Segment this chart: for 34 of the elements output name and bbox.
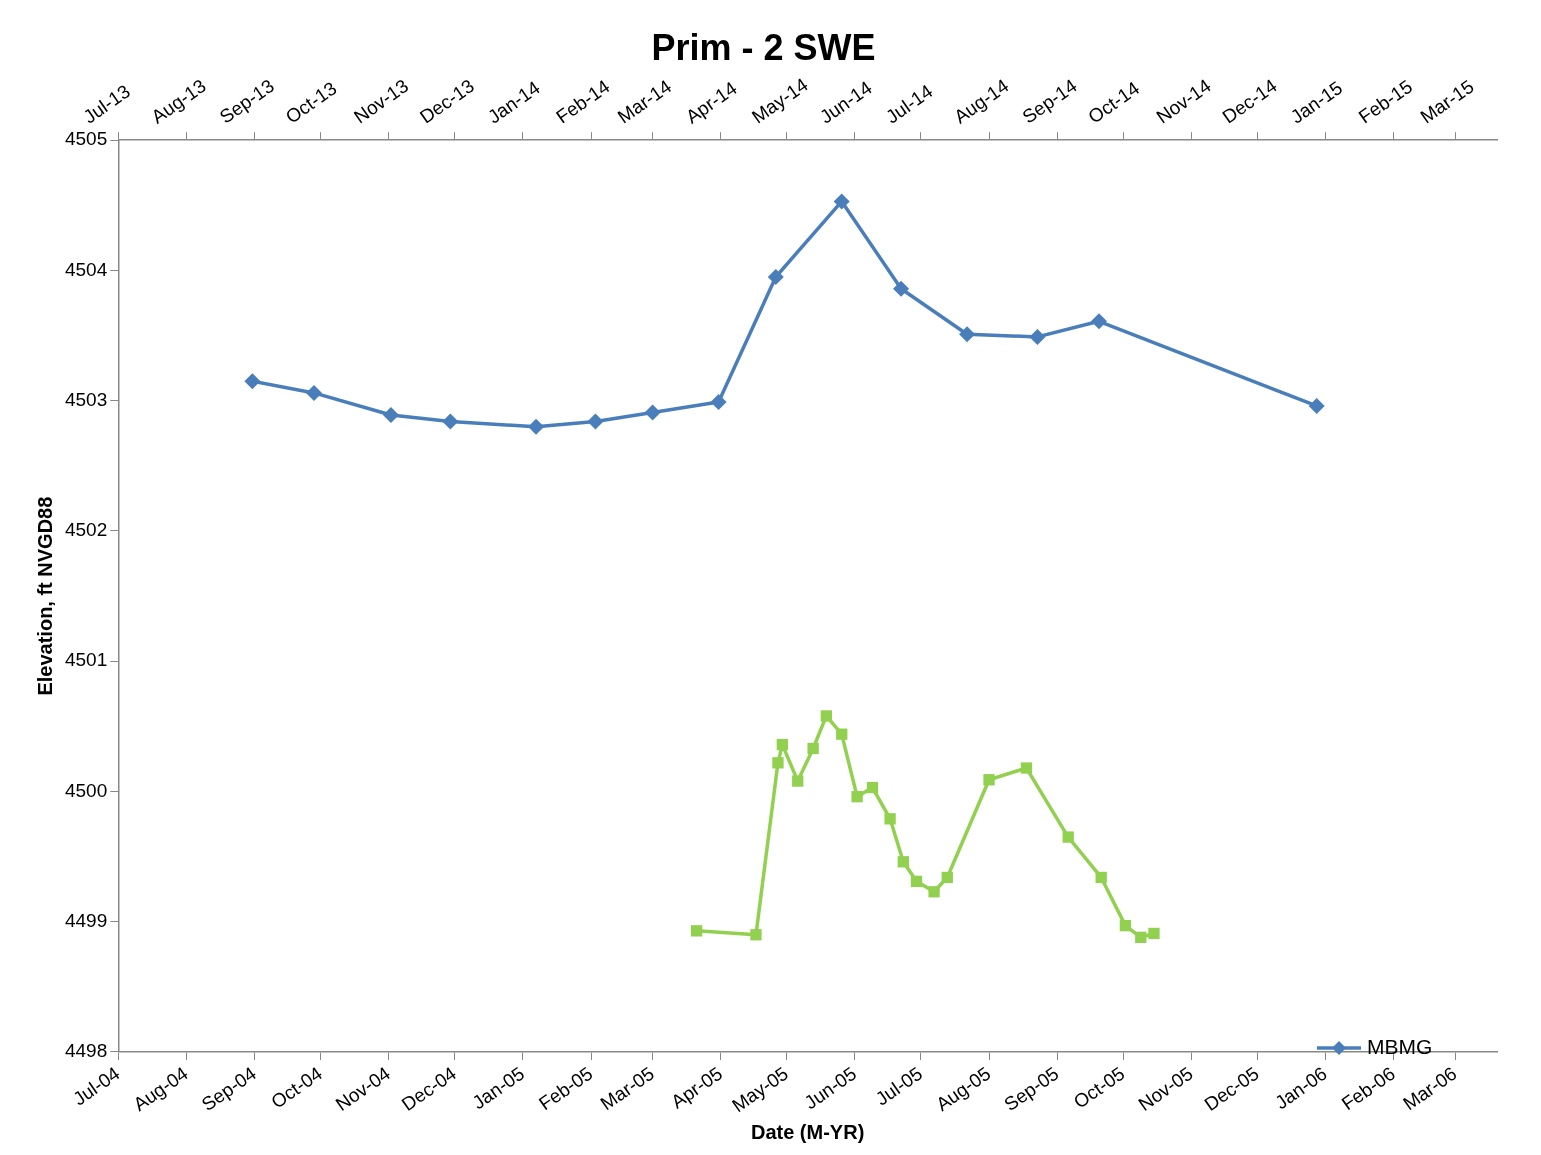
- y-tick-label: 4503: [64, 388, 108, 410]
- point: [851, 791, 863, 803]
- point: [928, 886, 940, 898]
- chart-title: Prim - 2 SWE: [651, 26, 876, 68]
- legend-label: MBMG: [1367, 1034, 1433, 1058]
- point: [897, 856, 909, 868]
- point: [866, 781, 879, 794]
- point: [807, 742, 819, 755]
- point: [910, 875, 923, 888]
- point: [772, 757, 784, 769]
- y-tick-label: 4499: [64, 909, 108, 931]
- point: [1020, 762, 1033, 774]
- point: [983, 774, 995, 786]
- y-tick-label: 4500: [64, 779, 108, 801]
- point: [1148, 927, 1160, 940]
- y-axis-title: Elevation, ft NVGD88: [33, 496, 56, 696]
- point: [836, 728, 848, 740]
- point: [1062, 831, 1074, 843]
- y-tick-label: 4502: [64, 519, 108, 541]
- point: [1095, 871, 1107, 884]
- point: [776, 738, 788, 751]
- point: [690, 925, 703, 937]
- point: [1119, 919, 1132, 932]
- y-tick-label: 4505: [64, 128, 108, 150]
- point: [792, 775, 804, 787]
- y-tick-label: 4504: [64, 258, 108, 280]
- point: [941, 871, 953, 884]
- point: [884, 813, 896, 825]
- point: [750, 929, 762, 941]
- point: [820, 710, 832, 722]
- y-tick-label: 4501: [64, 649, 108, 671]
- x-axis-title: Date (M-YR): [750, 1120, 865, 1143]
- y-tick-label: 4498: [64, 1040, 108, 1062]
- point: [1135, 931, 1147, 944]
